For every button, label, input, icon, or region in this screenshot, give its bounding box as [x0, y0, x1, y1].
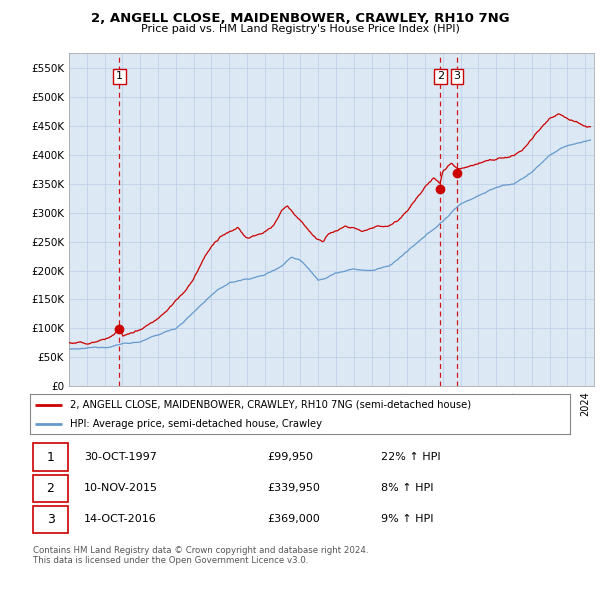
Text: HPI: Average price, semi-detached house, Crawley: HPI: Average price, semi-detached house,…	[71, 419, 323, 428]
Text: 9% ↑ HPI: 9% ↑ HPI	[381, 514, 433, 525]
Text: Contains HM Land Registry data © Crown copyright and database right 2024.
This d: Contains HM Land Registry data © Crown c…	[33, 546, 368, 565]
Text: 10-NOV-2015: 10-NOV-2015	[84, 483, 158, 493]
Text: 2, ANGELL CLOSE, MAIDENBOWER, CRAWLEY, RH10 7NG: 2, ANGELL CLOSE, MAIDENBOWER, CRAWLEY, R…	[91, 12, 509, 25]
FancyBboxPatch shape	[33, 444, 68, 471]
Text: £339,950: £339,950	[268, 483, 320, 493]
Text: £369,000: £369,000	[268, 514, 320, 525]
Text: 2: 2	[437, 71, 444, 81]
Text: Price paid vs. HM Land Registry's House Price Index (HPI): Price paid vs. HM Land Registry's House …	[140, 24, 460, 34]
Text: 1: 1	[116, 71, 123, 81]
Text: 3: 3	[47, 513, 55, 526]
Text: 22% ↑ HPI: 22% ↑ HPI	[381, 452, 440, 462]
Text: 3: 3	[453, 71, 460, 81]
Text: 2: 2	[47, 481, 55, 495]
Text: 2, ANGELL CLOSE, MAIDENBOWER, CRAWLEY, RH10 7NG (semi-detached house): 2, ANGELL CLOSE, MAIDENBOWER, CRAWLEY, R…	[71, 400, 472, 410]
Text: 14-OCT-2016: 14-OCT-2016	[84, 514, 157, 525]
Text: 30-OCT-1997: 30-OCT-1997	[84, 452, 157, 462]
Text: 8% ↑ HPI: 8% ↑ HPI	[381, 483, 433, 493]
Text: £99,950: £99,950	[268, 452, 314, 462]
Text: 1: 1	[47, 451, 55, 464]
FancyBboxPatch shape	[33, 506, 68, 533]
FancyBboxPatch shape	[33, 474, 68, 502]
